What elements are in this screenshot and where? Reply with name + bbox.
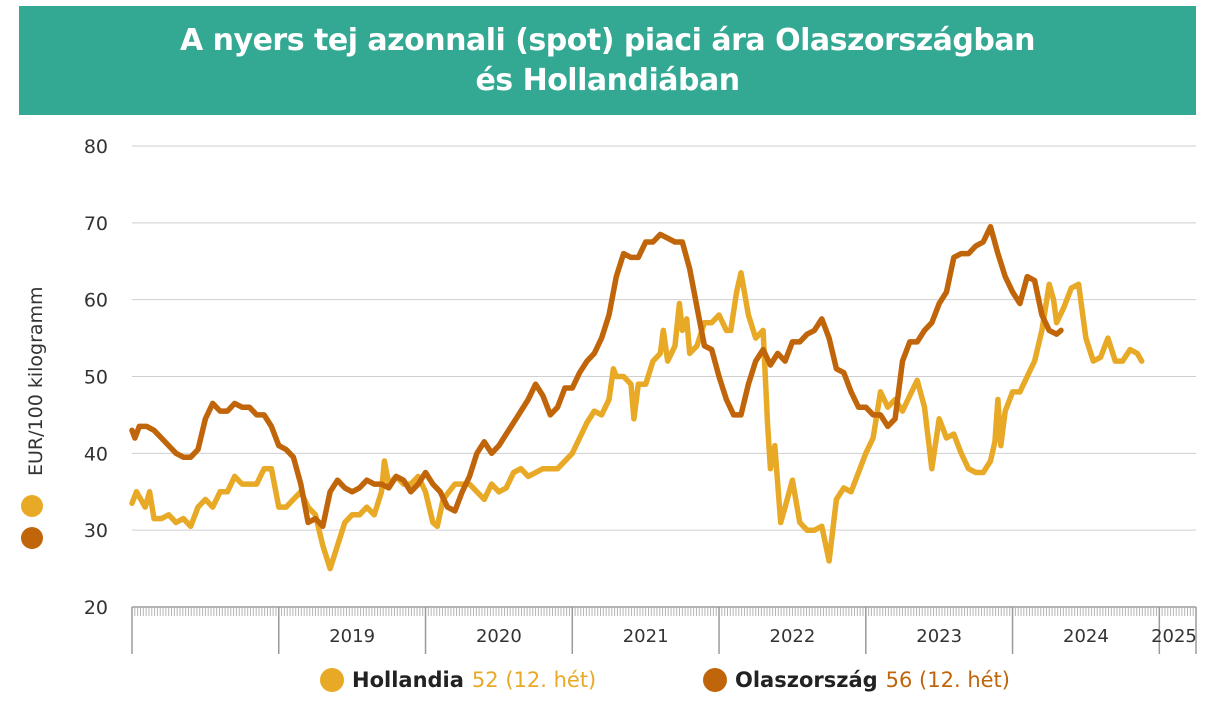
legend-value-hollandia: 52 (12. hét) [471, 668, 597, 692]
legend: Hollandia 52 (12. hét) Olaszország 56 (1… [0, 668, 1210, 702]
legend-value-olaszorszag: 56 (12. hét) [885, 668, 1010, 692]
x-tick-2020: 2020 [476, 626, 522, 647]
legend-item-olaszorszag: Olaszország 56 (12. hét) [703, 668, 1010, 692]
y-axis-label-group: EUR/100 kilogramm [21, 286, 47, 549]
chart-title-line1: A nyers tej azonnali (spot) piaci ára Ol… [180, 22, 1035, 58]
x-axis: 2019 2020 2021 2022 2023 2024 2025 [131, 606, 1197, 654]
y-tick-70: 70 [84, 213, 108, 235]
x-tick-2024: 2024 [1063, 626, 1109, 647]
ylabel-dot-hollandia [21, 495, 43, 517]
ylabel-dot-olaszorszag [21, 527, 43, 549]
x-tick-2021: 2021 [623, 626, 669, 647]
chart-title-line2: és Hollandiában [475, 62, 740, 98]
y-tick-labels: 20 30 40 50 60 70 80 [84, 136, 108, 619]
y-tick-20: 20 [84, 597, 108, 619]
y-tick-60: 60 [84, 290, 108, 312]
series-line-olaszorszag [129, 223, 1064, 530]
x-tick-2019: 2019 [329, 626, 375, 647]
legend-name-olaszorszag: Olaszország [735, 668, 878, 692]
chart-title: A nyers tej azonnali (spot) piaci ára Ol… [19, 6, 1196, 115]
x-tick-2023: 2023 [916, 626, 962, 647]
y-tick-50: 50 [84, 367, 108, 389]
legend-dot-hollandia [320, 668, 344, 692]
legend-item-hollandia: Hollandia 52 (12. hét) [320, 668, 596, 692]
y-axis-label: EUR/100 kilogramm [25, 286, 47, 476]
y-tick-30: 30 [84, 520, 108, 542]
series-line-hollandia [129, 270, 1145, 572]
x-tick-2025: 2025 [1151, 626, 1197, 647]
y-tick-80: 80 [84, 136, 108, 158]
legend-dot-olaszorszag [703, 668, 727, 692]
x-tick-2022: 2022 [770, 626, 816, 647]
y-tick-40: 40 [84, 443, 108, 465]
series-lines [129, 223, 1145, 572]
legend-name-hollandia: Hollandia [352, 668, 464, 692]
